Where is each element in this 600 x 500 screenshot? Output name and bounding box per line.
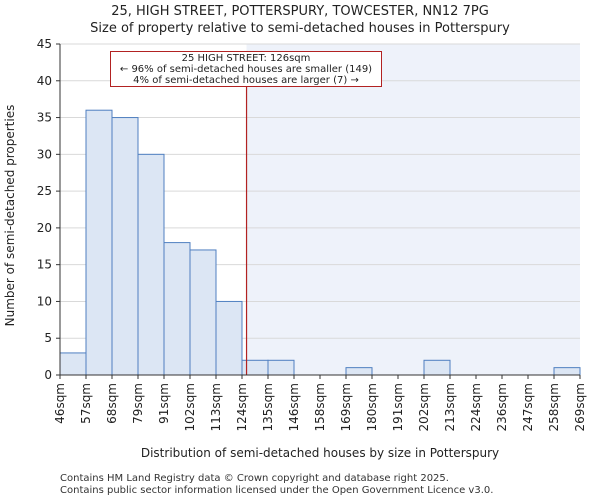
x-tick-label: 202sqm: [417, 383, 431, 431]
annotation-line-1: 25 HIGH STREET: 126sqm: [181, 53, 311, 64]
x-tick-label: 158sqm: [313, 383, 327, 431]
bar: [215, 300, 243, 376]
x-tick-label: 46sqm: [53, 383, 67, 424]
bar: [137, 153, 165, 376]
x-tick-label: 269sqm: [573, 383, 587, 431]
annotation-line-3: 4% of semi-detached houses are larger (7…: [133, 75, 359, 86]
bar: [345, 367, 373, 376]
y-tick-label: 35: [37, 111, 52, 125]
y-tick-label: 40: [37, 74, 52, 88]
chart-subtitle: Size of property relative to semi-detach…: [90, 21, 510, 36]
x-tick-label: 124sqm: [235, 383, 249, 431]
bar: [189, 249, 217, 376]
footer-line-1: Contains HM Land Registry data © Crown c…: [60, 473, 449, 484]
x-tick-label: 57sqm: [79, 383, 93, 424]
y-tick-label: 45: [37, 37, 52, 51]
bar: [423, 359, 451, 376]
bar: [111, 117, 139, 376]
footer-line-2: Contains public sector information licen…: [60, 485, 494, 496]
y-tick-label: 25: [37, 184, 52, 198]
x-tick-label: 102sqm: [183, 383, 197, 431]
x-tick-label: 236sqm: [495, 383, 509, 431]
y-tick-label: 10: [37, 294, 52, 308]
bar: [163, 242, 191, 376]
x-tick-label: 113sqm: [209, 383, 223, 431]
bar: [59, 352, 87, 376]
y-tick-label: 15: [37, 258, 52, 272]
larger-region-highlight: [246, 44, 580, 375]
y-tick-label: 30: [37, 147, 52, 161]
x-tick-label: 213sqm: [443, 383, 457, 431]
bar: [553, 367, 581, 376]
y-axis-label: Number of semi-detached properties: [3, 105, 17, 327]
x-tick-label: 169sqm: [339, 383, 353, 431]
x-tick-label: 191sqm: [391, 383, 405, 431]
bar: [241, 359, 269, 376]
bar: [85, 109, 113, 376]
bar: [267, 359, 295, 376]
x-tick-label: 247sqm: [521, 383, 535, 431]
x-tick-label: 91sqm: [157, 383, 171, 424]
y-tick-label: 0: [44, 368, 52, 382]
annotation-line-2: ← 96% of semi-detached houses are smalle…: [119, 64, 373, 75]
x-tick-label: 79sqm: [131, 383, 145, 424]
y-tick-label: 5: [44, 331, 52, 345]
y-tick-label: 20: [37, 221, 52, 235]
x-tick-label: 258sqm: [547, 383, 561, 431]
x-axis-label: Distribution of semi-detached houses by …: [141, 446, 499, 460]
x-tick-label: 146sqm: [287, 383, 301, 431]
x-tick-label: 68sqm: [105, 383, 119, 424]
chart-title: 25, HIGH STREET, POTTERSPURY, TOWCESTER,…: [111, 4, 489, 19]
property-annotation-box: 25 HIGH STREET: 126sqm ← 96% of semi-det…: [110, 51, 382, 87]
x-tick-label: 135sqm: [261, 383, 275, 431]
x-tick-label: 180sqm: [365, 383, 379, 431]
x-tick-label: 224sqm: [469, 383, 483, 431]
